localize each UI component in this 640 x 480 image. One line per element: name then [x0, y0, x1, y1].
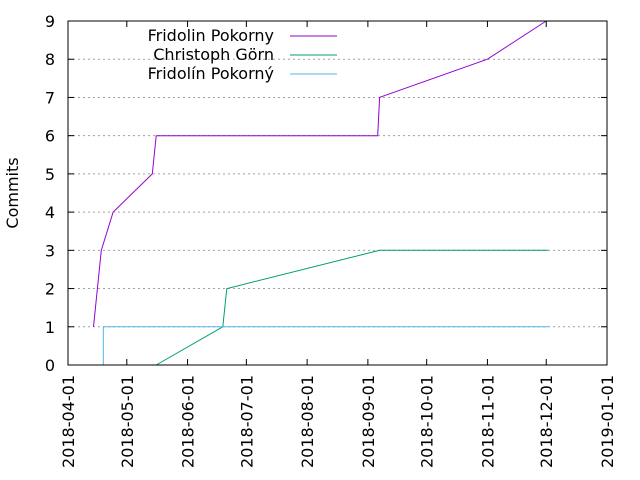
series-line: [155, 249, 549, 366]
y-tick-label: 2: [45, 280, 55, 299]
x-tick-label: 2018-07-01: [237, 375, 256, 468]
plot-frame: [67, 20, 608, 366]
y-axis-ticks: 0 1 2 3 4 5 6 7 8 9: [45, 12, 607, 375]
y-tick-label: 3: [45, 241, 55, 260]
y-tick-label: 8: [45, 50, 55, 69]
legend-label: Fridolín Pokorný: [148, 64, 274, 83]
y-tick-label: 6: [45, 127, 55, 146]
y-tick-label: 5: [45, 165, 55, 184]
y-tick-label: 9: [45, 12, 55, 31]
legend-label: Fridolin Pokorny: [148, 26, 274, 45]
legend-label: Christoph Görn: [153, 45, 274, 64]
y-tick-label: 7: [45, 88, 55, 107]
series-line: [93, 20, 547, 327]
x-tick-label: 2018-08-01: [298, 375, 317, 468]
gridlines: [68, 58, 607, 328]
x-tick-label: 2018-10-01: [418, 375, 437, 468]
y-tick-label: 4: [45, 203, 55, 222]
y-axis-label: Commits: [3, 157, 22, 228]
x-tick-label: 2018-09-01: [359, 375, 378, 468]
x-tick-label: 2018-04-01: [59, 375, 78, 468]
x-tick-label: 2019-01-01: [598, 375, 617, 468]
y-tick-label: 0: [45, 356, 55, 375]
x-tick-label: 2018-12-01: [537, 375, 556, 468]
x-tick-label: 2018-06-01: [179, 375, 198, 468]
y-tick-label: 1: [45, 318, 55, 337]
series-line: [102, 326, 549, 365]
x-tick-label: 2018-11-01: [478, 375, 497, 468]
x-tick-label: 2018-05-01: [118, 375, 137, 468]
x-axis-ticks: 2018-04-01 2018-05-01 2018-06-01 2018-07-01…: [59, 21, 617, 468]
series-lines: [93, 20, 549, 366]
